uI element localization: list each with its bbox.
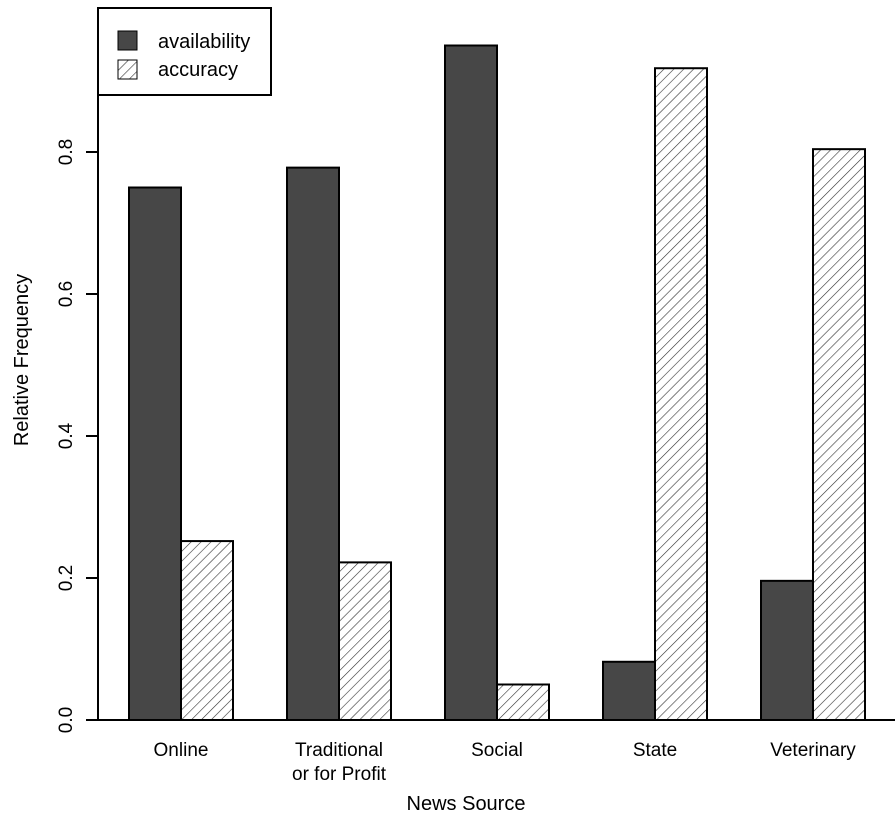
axes-layer: Online Traditional or for Profit Social Stat…: [56, 10, 895, 785]
y-tick-label: 0.0: [56, 707, 77, 733]
y-axis-title: Relative Frequency: [11, 274, 33, 446]
legend: availability accuracy: [97, 7, 272, 96]
x-tick-label: Online: [154, 740, 209, 761]
x-tick-label: State: [633, 740, 677, 761]
legend-label-accuracy: accuracy: [158, 59, 238, 81]
bar-availability-2: [444, 44, 498, 721]
bar-accuracy-1: [338, 561, 392, 721]
x-tick-label: Traditional or for Profit: [292, 740, 387, 785]
bar-accuracy-0: [180, 540, 234, 722]
bar-accuracy-2: [496, 683, 550, 721]
bars-layer: [128, 44, 866, 722]
legend-swatch-accuracy: [117, 59, 138, 80]
y-tick-label: 0.6: [56, 281, 77, 307]
y-tick-label: 0.4: [56, 422, 77, 449]
x-tick-label: Social: [471, 740, 523, 761]
bar-availability-0: [128, 186, 182, 721]
x-axis-title: News Source: [407, 793, 526, 815]
y-tick-label: 0.8: [56, 139, 77, 165]
x-tick-label: Veterinary: [770, 740, 856, 761]
legend-box: [97, 7, 272, 96]
legend-swatch-availability: [117, 30, 138, 51]
bar-availability-1: [286, 166, 340, 721]
bar-accuracy-3: [654, 67, 708, 722]
bar-availability-4: [760, 579, 814, 722]
bar-accuracy-4: [812, 148, 866, 722]
bar-availability-3: [602, 660, 656, 722]
legend-label-availability: availability: [158, 31, 250, 53]
y-tick-label: 0.2: [56, 565, 77, 591]
